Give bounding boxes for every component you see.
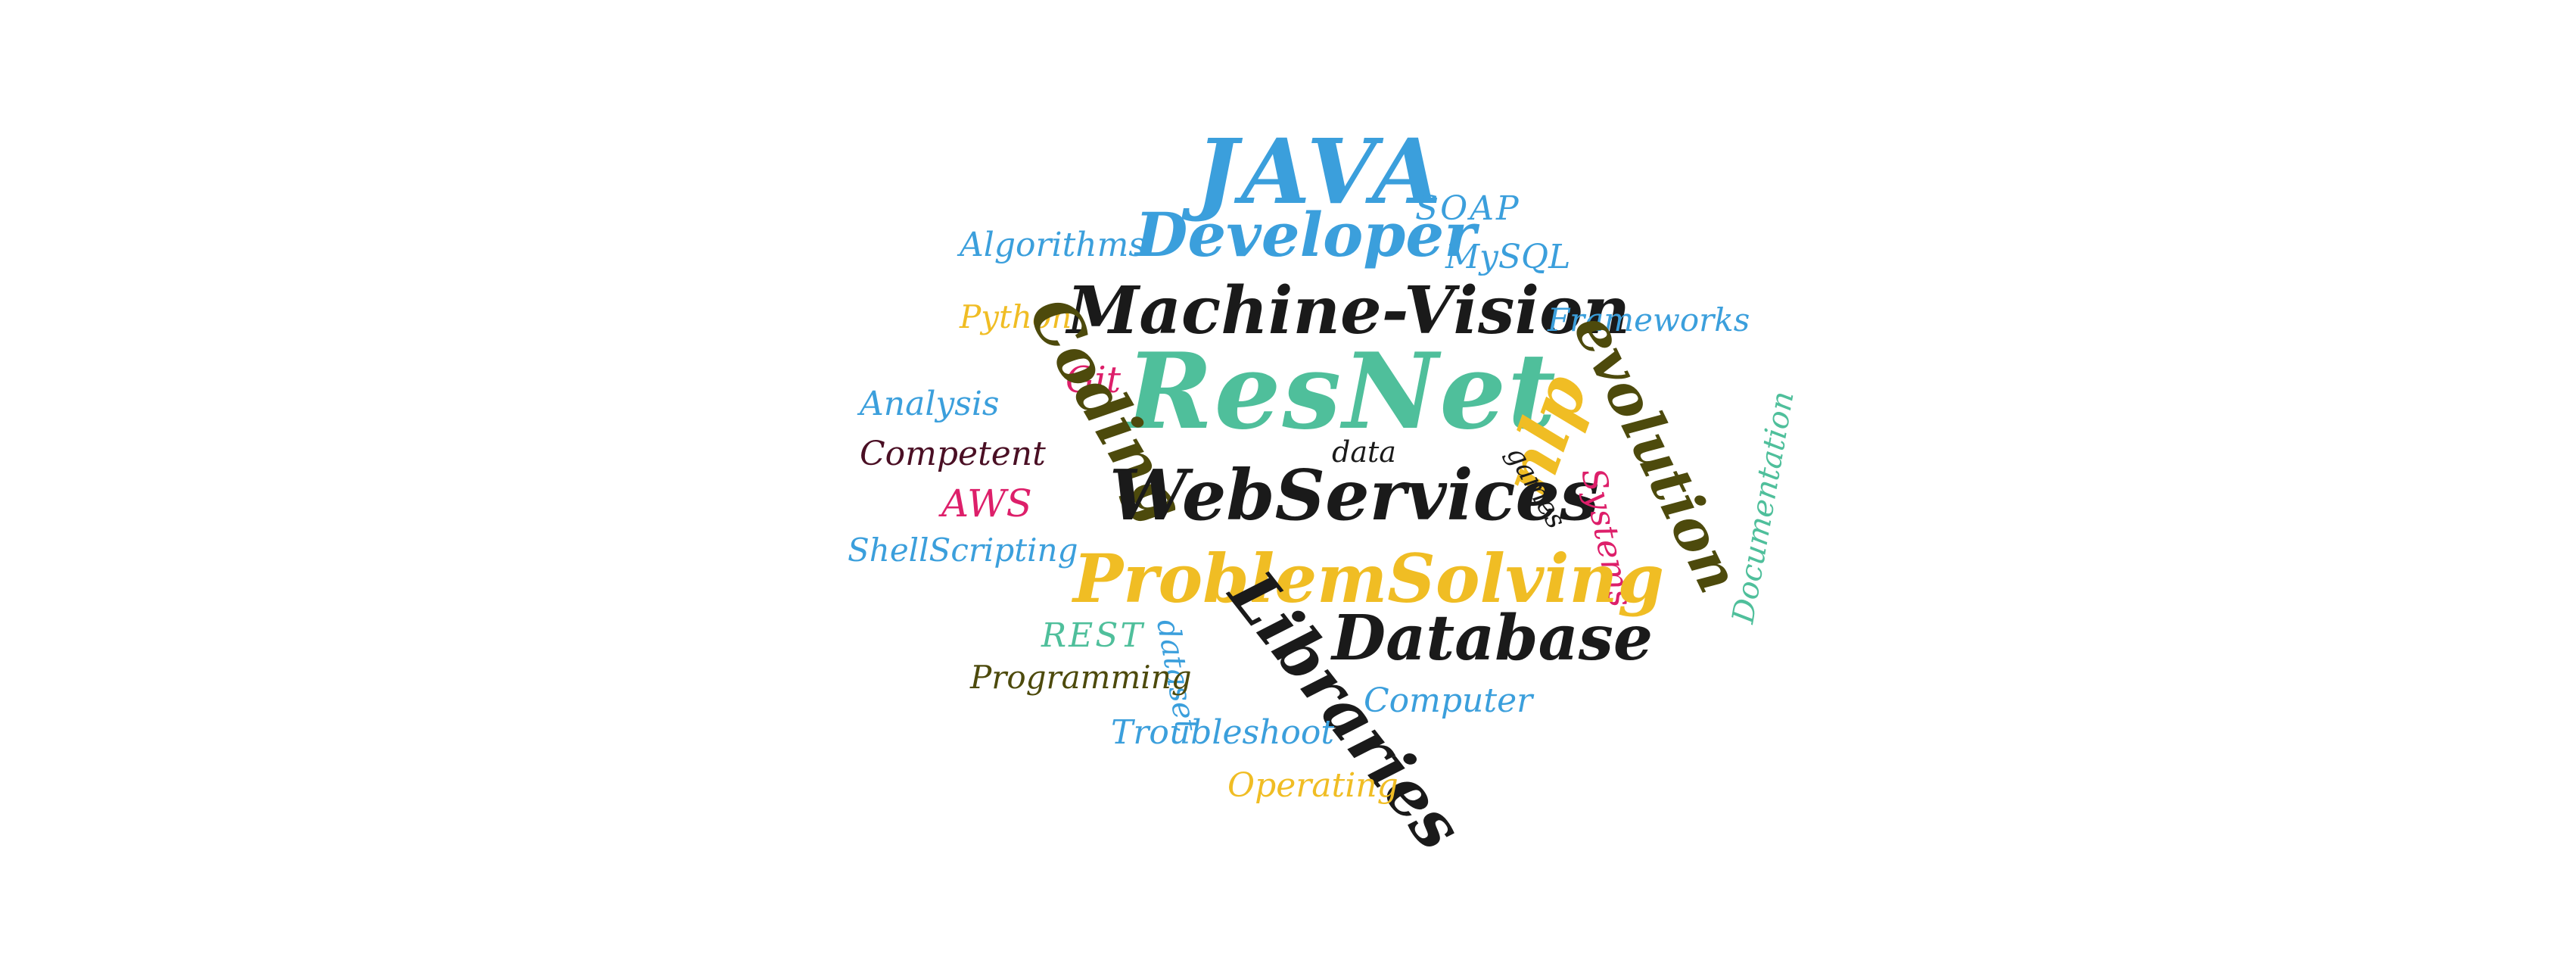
word-computer: Computer bbox=[1364, 681, 1533, 720]
word-git: Git bbox=[1066, 359, 1121, 401]
word-database: Database bbox=[1332, 602, 1654, 675]
word-webservices: WebServices bbox=[1109, 454, 1599, 536]
word-shellscripting: ShellScripting bbox=[848, 532, 1078, 569]
word-frameworks: Frameworks bbox=[1548, 301, 1750, 338]
word-problemsolving: ProblemSolving bbox=[1073, 539, 1665, 618]
word-resnet: ResNet bbox=[1126, 329, 1557, 453]
word-machine-vision: Machine-Vision bbox=[1067, 273, 1631, 349]
word-algorithms: Algorithms bbox=[960, 226, 1146, 264]
word-soap: SOAP bbox=[1415, 189, 1521, 228]
word-java: JAVA bbox=[1196, 119, 1445, 224]
word-python: Python bbox=[960, 298, 1072, 335]
word-developer: Developer bbox=[1135, 199, 1476, 270]
word-programming: Programming bbox=[970, 659, 1192, 696]
word-troubleshoot: Troubleshoot bbox=[1111, 713, 1335, 752]
word-rest: REST bbox=[1041, 616, 1145, 655]
word-documentation: Documentation bbox=[1725, 388, 1801, 626]
word-mysql: MySQL bbox=[1445, 238, 1571, 276]
word-data: data bbox=[1332, 435, 1396, 469]
word-operating: Operating bbox=[1227, 766, 1398, 805]
word-competent: Competent bbox=[860, 435, 1046, 473]
word-aws: AWS bbox=[941, 482, 1032, 525]
word-analysis: Analysis bbox=[860, 385, 1000, 423]
